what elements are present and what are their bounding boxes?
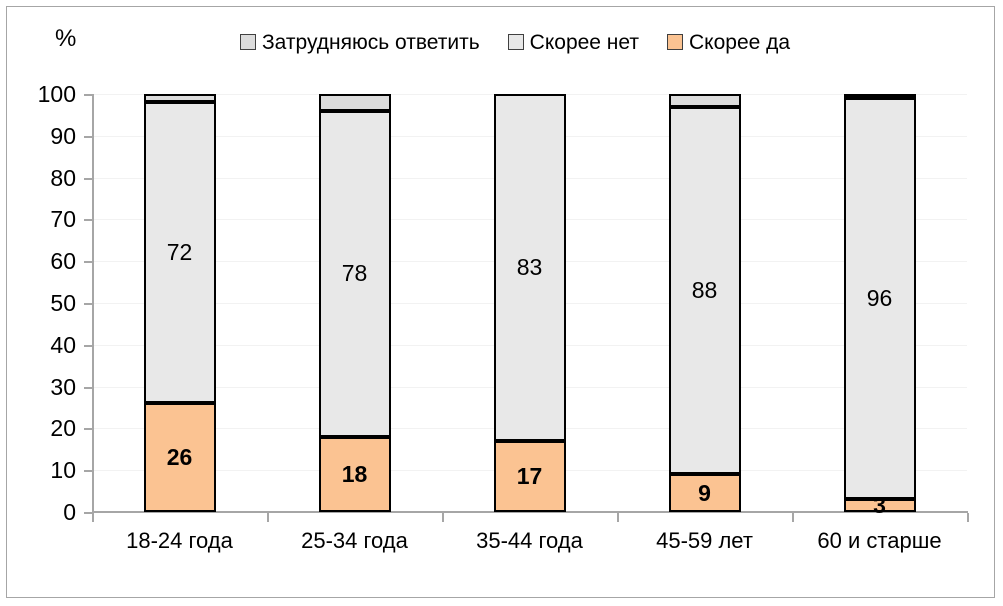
legend-swatch-icon <box>240 34 256 50</box>
y-axis-tick-label: 30 <box>50 374 76 400</box>
legend-swatch-icon <box>507 34 524 50</box>
y-axis-tick-label: 100 <box>37 81 76 107</box>
bar-segment[interactable]: 88 <box>668 106 741 475</box>
legend-item-label: Скорее да <box>689 30 791 54</box>
bar-group[interactable]: 18 78 <box>318 94 391 512</box>
y-axis-unit-label: % <box>55 25 77 52</box>
x-axis-category-label: 60 и старше <box>817 528 942 553</box>
legend-item-label: Затрудняюсь ответить <box>262 30 480 54</box>
x-axis-tick <box>617 513 619 522</box>
chart-legend: Затрудняюсь ответить Скорее нет Скорее да <box>240 28 790 56</box>
y-axis-tick <box>84 428 92 430</box>
bar-segment[interactable] <box>318 94 391 111</box>
y-axis-tick-label: 20 <box>50 415 76 441</box>
y-axis-tick <box>84 470 92 472</box>
x-axis-category-label: 45-59 лет <box>656 528 753 553</box>
bar-segment[interactable]: 9 <box>668 474 741 512</box>
bar-segment[interactable]: 78 <box>318 110 391 437</box>
plot-area: 26 72 18 78 17 83 9 88 3 96 <box>92 94 967 517</box>
legend-item[interactable]: Скорее нет <box>507 30 640 54</box>
bar-segment[interactable]: 3 <box>843 494 916 517</box>
y-axis-tick-label: 80 <box>50 165 76 191</box>
bar-segment[interactable] <box>843 94 916 99</box>
x-axis-category-label: 35-44 года <box>476 528 583 553</box>
bar-segment-value-label: 26 <box>166 444 193 471</box>
bar-segment-value-label: 17 <box>516 462 543 489</box>
bar-group[interactable]: 9 88 <box>668 94 741 512</box>
bar-segment[interactable]: 83 <box>493 94 566 441</box>
legend-item-label: Скорее нет <box>529 30 640 54</box>
bar-segment-value-label: 9 <box>698 479 711 506</box>
bar-segment[interactable] <box>143 94 216 103</box>
bar-segment[interactable]: 96 <box>843 98 916 500</box>
y-axis-line <box>92 94 94 513</box>
legend-item[interactable]: Затрудняюсь ответить <box>240 32 480 53</box>
bar-segment-value-label: 96 <box>866 285 893 312</box>
x-axis-category-label: 25-34 года <box>301 528 408 553</box>
bar-group[interactable]: 26 72 <box>143 94 216 512</box>
y-axis-tick <box>84 94 92 96</box>
bar-segment-value-label: 78 <box>341 260 368 287</box>
bar-segment-value-label: 18 <box>341 460 368 487</box>
bar-segment-value-label: 88 <box>691 276 718 303</box>
bar-segment-value-label: 3 <box>873 492 886 519</box>
y-axis-tick-label: 10 <box>50 457 76 483</box>
y-axis-tick <box>84 219 92 221</box>
bar-segment[interactable]: 26 <box>143 403 216 512</box>
y-axis-tick <box>84 136 92 138</box>
bar-segment-value-label: 72 <box>166 239 193 266</box>
x-axis-category-label: 18-24 года <box>126 528 233 553</box>
y-axis-tick <box>84 512 92 514</box>
x-axis-tick <box>792 513 794 522</box>
bar-group[interactable]: 3 96 <box>843 94 916 517</box>
y-axis-tick-label: 90 <box>50 123 76 149</box>
bar-segment[interactable]: 18 <box>318 436 391 512</box>
x-axis-tick <box>967 513 969 522</box>
y-axis-tick <box>84 387 92 389</box>
bar-segment-value-label: 83 <box>516 253 543 280</box>
y-axis-tick-label: 0 <box>63 499 76 525</box>
y-axis-tick <box>84 303 92 305</box>
bar-segment[interactable]: 72 <box>143 102 216 404</box>
legend-swatch-icon <box>667 34 684 50</box>
y-axis-tick <box>84 178 92 180</box>
y-axis-tick-label: 40 <box>50 332 76 358</box>
y-axis-tick-label: 70 <box>50 206 76 232</box>
x-axis-tick <box>442 513 444 522</box>
legend-item[interactable]: Скорее да <box>667 32 790 53</box>
x-axis-tick <box>267 513 269 522</box>
bar-segment[interactable] <box>668 94 741 107</box>
y-axis-tick <box>84 345 92 347</box>
y-axis-tick-label: 60 <box>50 248 76 274</box>
x-axis-line <box>92 511 968 513</box>
bar-segment[interactable]: 17 <box>493 440 566 512</box>
y-axis-tick <box>84 261 92 263</box>
bar-group[interactable]: 17 83 <box>493 94 566 512</box>
x-axis-tick <box>92 513 94 522</box>
y-axis-tick-label: 50 <box>50 290 76 316</box>
